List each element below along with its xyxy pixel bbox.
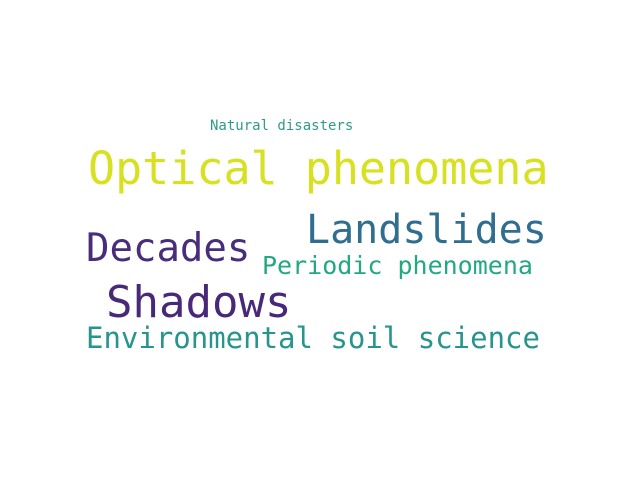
word-optical-phenomena: Optical phenomena [88,142,549,195]
word-decades: Decades [86,226,251,271]
word-natural-disasters: Natural disasters [210,118,354,134]
word-periodic-phenomena: Periodic phenomena [262,251,533,280]
word-environmental-soil-science: Environmental soil science [86,321,540,355]
word-shadows: Shadows [106,277,292,328]
word-landslides: Landslides [306,207,547,253]
